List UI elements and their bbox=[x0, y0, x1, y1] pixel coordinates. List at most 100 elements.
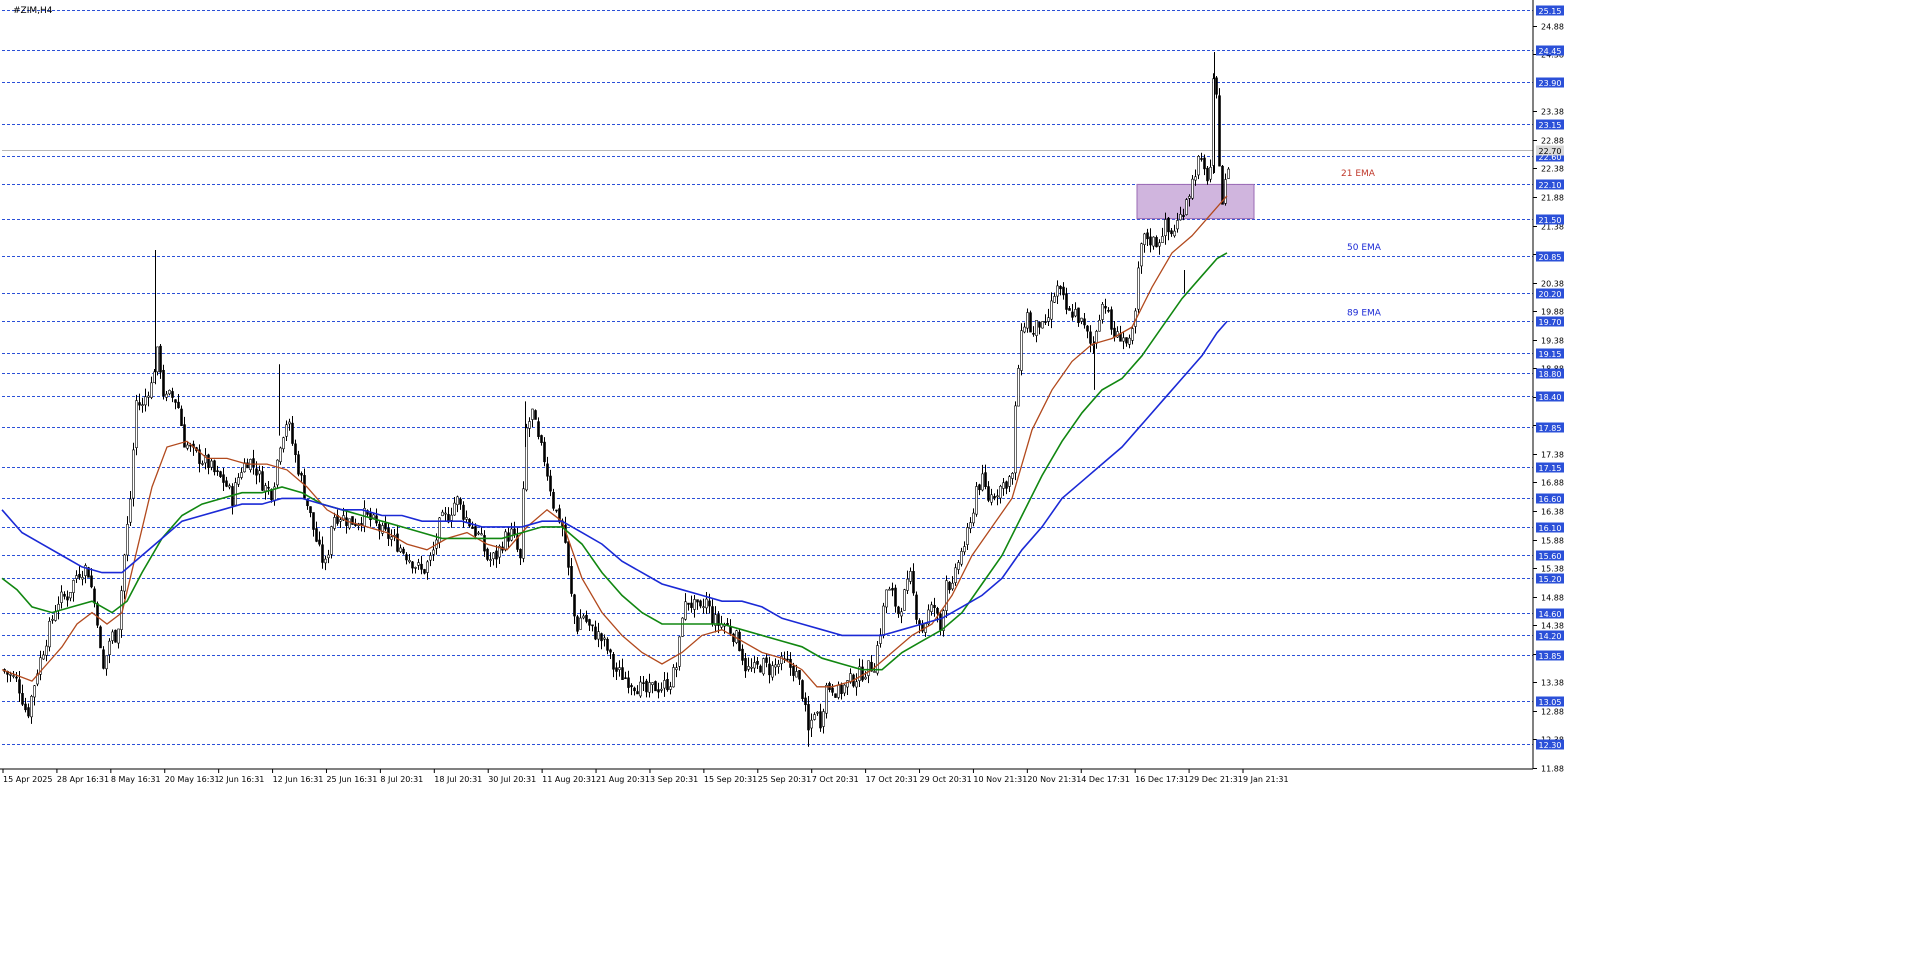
candle-body bbox=[816, 711, 819, 714]
level-price-box bbox=[1536, 573, 1564, 584]
candle-body bbox=[288, 421, 291, 425]
candle-body bbox=[1008, 476, 1011, 487]
candle-body bbox=[369, 512, 372, 521]
x-tick-label: 29 Dec 21:31 bbox=[1189, 775, 1243, 784]
x-tick-label: 9 Jan 21:31 bbox=[1243, 775, 1289, 784]
candle-body bbox=[840, 684, 843, 695]
candle-body bbox=[834, 693, 837, 698]
candle-body bbox=[900, 611, 903, 617]
candle-body bbox=[48, 620, 51, 648]
candle-body bbox=[1071, 311, 1074, 318]
candle-body bbox=[1038, 321, 1041, 328]
candle-body bbox=[96, 603, 99, 626]
candle-body bbox=[492, 552, 495, 560]
candle-body bbox=[1209, 166, 1212, 180]
candle-body bbox=[762, 658, 765, 675]
candle-body bbox=[705, 598, 708, 609]
y-tick-label: 12.88 bbox=[1541, 708, 1564, 717]
candle-body bbox=[1194, 176, 1197, 181]
candle-body bbox=[870, 661, 873, 672]
candle-body bbox=[450, 514, 453, 521]
level-price-label: 14.20 bbox=[1539, 632, 1562, 641]
y-tick-label: 16.38 bbox=[1541, 508, 1564, 517]
level-price-label: 20.20 bbox=[1539, 290, 1562, 299]
level-price-label: 13.85 bbox=[1539, 652, 1562, 661]
candle-body bbox=[267, 486, 270, 489]
x-tick-label: 11 Aug 20:31 bbox=[542, 775, 596, 784]
candle-body bbox=[969, 522, 972, 529]
candle-body bbox=[891, 588, 894, 591]
candle-body bbox=[246, 462, 249, 469]
level-price-box bbox=[1536, 5, 1564, 16]
candle-body bbox=[558, 508, 561, 523]
candle-body bbox=[177, 401, 180, 409]
x-tick-label: 17 Oct 20:31 bbox=[866, 775, 918, 784]
level-price-box bbox=[1536, 422, 1564, 433]
candle-body bbox=[612, 654, 615, 670]
candle-body bbox=[987, 486, 990, 501]
candle-body bbox=[474, 526, 477, 536]
candle-body bbox=[942, 610, 945, 631]
candle-body bbox=[423, 569, 426, 574]
candle-body bbox=[624, 677, 627, 680]
candle-body bbox=[327, 554, 330, 559]
candle-body bbox=[1206, 167, 1209, 182]
level-price-label: 15.20 bbox=[1539, 575, 1562, 584]
candle-body bbox=[129, 498, 132, 523]
candle-body bbox=[936, 607, 939, 614]
candle-body bbox=[69, 592, 72, 599]
candle-body bbox=[1020, 330, 1023, 371]
y-tick-label: 14.38 bbox=[1541, 622, 1564, 631]
candle-body bbox=[810, 719, 813, 729]
x-tick-label: 8 Jul 20:31 bbox=[380, 775, 423, 784]
candle-body bbox=[1200, 158, 1203, 160]
candle-body bbox=[1125, 337, 1128, 344]
candle-body bbox=[537, 421, 540, 437]
candle-body bbox=[126, 524, 129, 556]
candle-body bbox=[1167, 217, 1170, 233]
candle-body bbox=[1215, 77, 1218, 95]
candle-body bbox=[885, 589, 888, 608]
candle-body bbox=[1149, 236, 1152, 246]
candle-body bbox=[72, 580, 75, 593]
candle-body bbox=[321, 544, 324, 563]
candle-body bbox=[156, 346, 159, 373]
candle-body bbox=[1188, 196, 1191, 199]
candle-body bbox=[1191, 178, 1194, 199]
candle-body bbox=[225, 480, 228, 487]
candle-body bbox=[12, 675, 15, 677]
candle-body bbox=[1143, 233, 1146, 245]
level-price-label: 20.85 bbox=[1539, 253, 1562, 262]
level-price-box bbox=[1536, 151, 1564, 162]
candle-body bbox=[1050, 300, 1053, 320]
y-tick-label: 13.38 bbox=[1541, 679, 1564, 688]
candle-body bbox=[294, 443, 297, 455]
candle-body bbox=[510, 528, 513, 541]
candle-body bbox=[315, 528, 318, 542]
x-tick-label: 28 Apr 16:31 bbox=[57, 775, 109, 784]
candle-body bbox=[21, 693, 24, 705]
candle-body bbox=[648, 682, 651, 693]
level-price-box bbox=[1536, 493, 1564, 504]
candle-body bbox=[690, 602, 693, 608]
candle-body bbox=[1026, 312, 1029, 329]
candle-body bbox=[606, 638, 609, 651]
candle-body bbox=[1089, 331, 1092, 344]
candle-body bbox=[297, 454, 300, 475]
candle-body bbox=[966, 527, 969, 545]
candle-body bbox=[1014, 405, 1017, 474]
candle-body bbox=[102, 649, 105, 669]
candle-body bbox=[111, 631, 114, 641]
candle-body bbox=[228, 485, 231, 488]
candle-body bbox=[78, 573, 81, 578]
candle-body bbox=[753, 662, 756, 669]
level-price-box bbox=[1536, 608, 1564, 619]
candle-body bbox=[1062, 286, 1065, 296]
candle-body bbox=[1005, 481, 1008, 489]
candle-body bbox=[801, 680, 804, 699]
candle-body bbox=[774, 664, 777, 668]
candle-body bbox=[168, 389, 171, 395]
candle-body bbox=[333, 517, 336, 529]
